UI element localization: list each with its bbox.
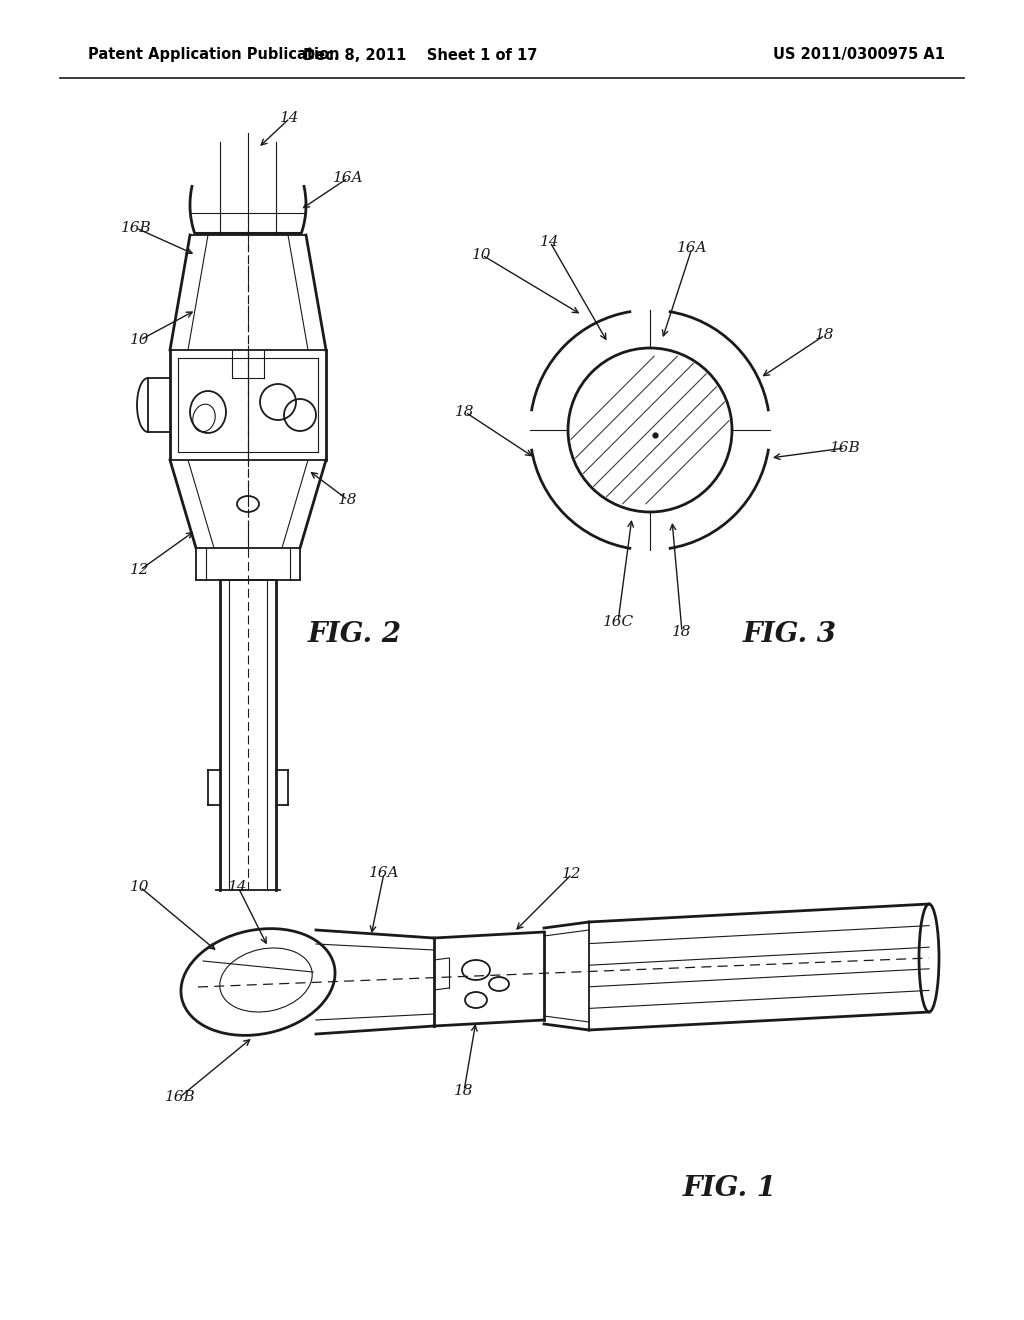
Text: 16C: 16C [602,615,634,630]
Text: Patent Application Publication: Patent Application Publication [88,48,340,62]
Text: 16B: 16B [165,1090,196,1104]
Text: FIG. 3: FIG. 3 [743,622,837,648]
Text: 10: 10 [130,333,150,347]
Text: 16A: 16A [333,172,364,185]
Text: 10: 10 [472,248,492,261]
Text: 16B: 16B [121,220,152,235]
Text: 18: 18 [338,492,357,507]
Text: 12: 12 [130,564,150,577]
Text: US 2011/0300975 A1: US 2011/0300975 A1 [773,48,945,62]
Text: 18: 18 [456,405,475,418]
Text: 18: 18 [455,1084,474,1098]
Text: 12: 12 [562,867,582,880]
Text: 18: 18 [672,624,692,639]
Text: 14: 14 [281,111,300,125]
Text: Dec. 8, 2011    Sheet 1 of 17: Dec. 8, 2011 Sheet 1 of 17 [303,48,538,62]
Text: FIG. 1: FIG. 1 [683,1175,777,1201]
Text: 18: 18 [815,327,835,342]
Text: 16A: 16A [369,866,399,880]
Text: 16B: 16B [829,441,860,455]
Text: 14: 14 [541,235,560,249]
Text: 16A: 16A [677,242,708,255]
Text: 14: 14 [228,880,248,894]
Text: 10: 10 [130,880,150,894]
Text: FIG. 2: FIG. 2 [308,622,402,648]
